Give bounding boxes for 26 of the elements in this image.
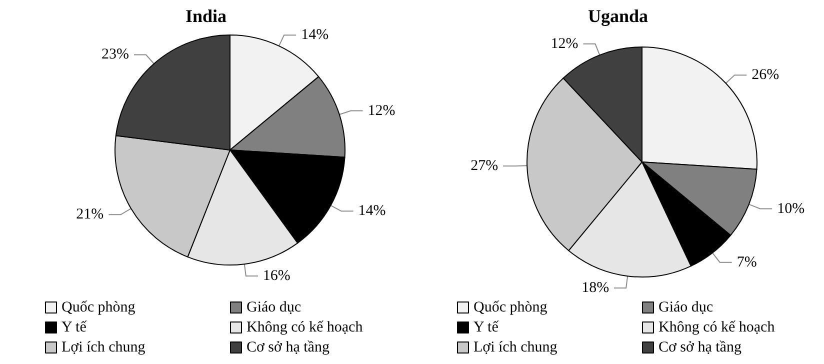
data-label: 27% [470, 158, 498, 174]
legend-label: Giáo dục [658, 300, 714, 316]
data-label: 23% [102, 46, 130, 63]
chart-title: Uganda [588, 6, 648, 26]
data-label: 18% [582, 280, 610, 296]
legend-label: Quốc phòng [474, 300, 548, 316]
legend-label: Lợi ích chung [62, 340, 146, 356]
data-label: 26% [752, 67, 780, 84]
data-label: 7% [736, 254, 757, 270]
legend-label: Y tế [474, 320, 499, 336]
data-label: 14% [301, 27, 329, 44]
legend-label: Lợi ích chung [474, 340, 558, 356]
data-label: 14% [358, 203, 386, 220]
data-label: 12% [368, 102, 396, 119]
legend-label: Quốc phòng [62, 300, 136, 316]
legend-label: Giáo dục [246, 300, 302, 316]
legend-label: Cơ sở hạ tầng [246, 340, 330, 356]
chart-title: India [185, 6, 227, 26]
data-label: 12% [550, 36, 578, 52]
legend-label: Cơ sở hạ tầng [658, 340, 742, 356]
legend-label: Y tế [62, 320, 87, 336]
legend-label: Không có kế hoạch [658, 320, 776, 336]
legend-label: Không có kế hoạch [246, 320, 364, 336]
data-label: 16% [262, 268, 290, 284]
data-label: 10% [777, 200, 805, 217]
data-label: 21% [76, 206, 104, 223]
